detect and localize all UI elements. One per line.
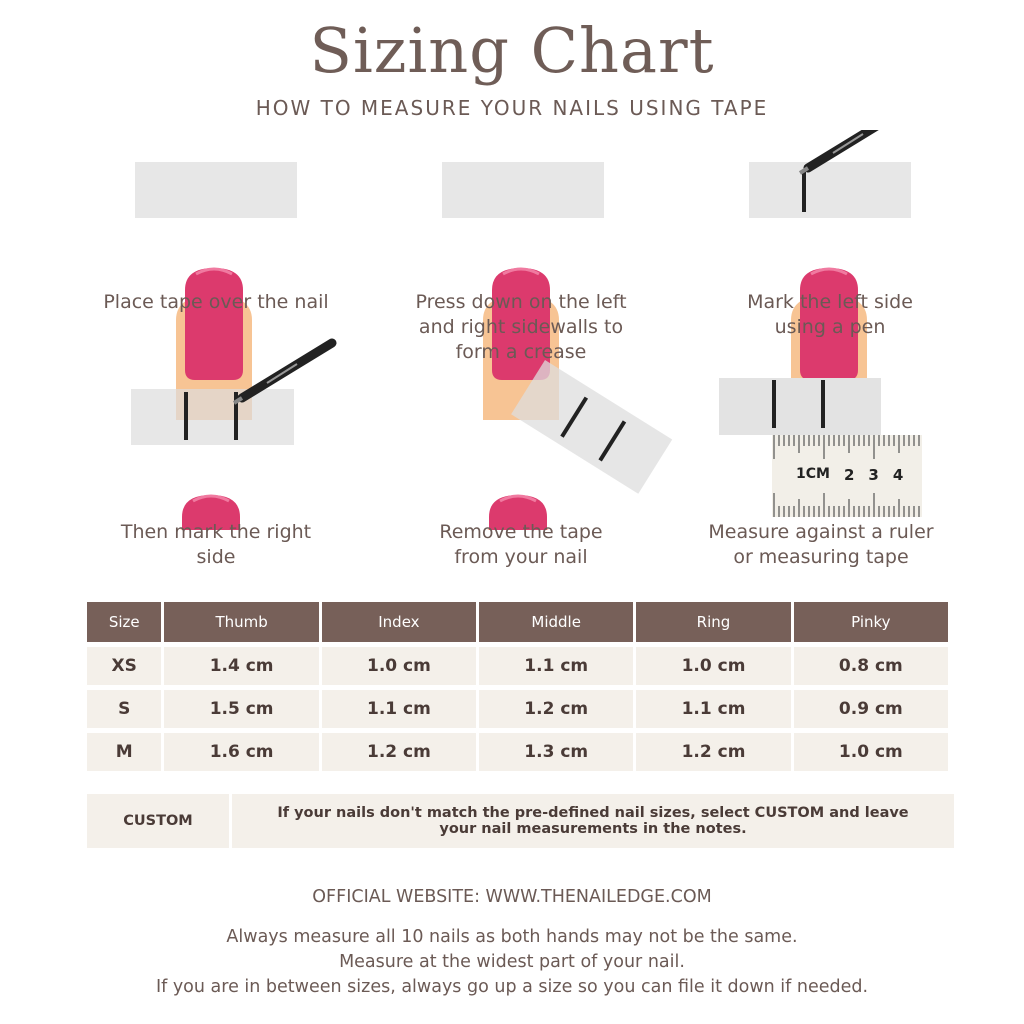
- ruler-label: 3: [868, 466, 879, 484]
- size-cell: 1.3 cm: [479, 733, 634, 771]
- page-subtitle: HOW TO MEASURE YOUR NAILS USING TAPE: [255, 96, 769, 120]
- note-1: Always measure all 10 nails as both hand…: [226, 927, 798, 947]
- header-middle: Middle: [479, 602, 634, 642]
- size-label: XS: [87, 647, 162, 685]
- table-row: S 1.5 cm 1.1 cm 1.2 cm 1.1 cm 0.9 cm: [87, 690, 948, 728]
- note-3: If you are in between sizes, always go u…: [155, 977, 869, 997]
- size-cell: 0.9 cm: [793, 690, 948, 728]
- ruler-label: 4: [892, 466, 904, 484]
- table-header-row: Size Thumb Index Middle Ring Pinky: [87, 602, 948, 642]
- header-thumb: Thumb: [164, 602, 319, 642]
- size-cell: 1.1 cm: [479, 647, 634, 685]
- header-index: Index: [321, 602, 477, 642]
- size-cell: 1.2 cm: [479, 690, 634, 728]
- custom-row: CUSTOM If your nails don't match the pre…: [87, 794, 954, 848]
- size-cell: 1.0 cm: [321, 647, 477, 685]
- page-title: Sizing Chart: [309, 14, 715, 87]
- step-4-text: Then mark the right side: [120, 521, 312, 568]
- size-cell: 1.1 cm: [636, 690, 791, 728]
- size-label: M: [87, 733, 162, 771]
- size-cell: 1.1 cm: [321, 690, 477, 728]
- ruler-label: 2: [843, 466, 855, 484]
- note-2: Measure at the widest part of your nail.: [339, 952, 685, 972]
- size-cell: 1.4 cm: [164, 647, 319, 685]
- step-3-text: Mark the left side using a pen: [747, 291, 913, 338]
- size-cell: 1.6 cm: [164, 733, 319, 771]
- ruler-label: 1CM: [796, 466, 830, 482]
- header-ring: Ring: [636, 602, 791, 642]
- step-2-text: Press down on the left and right sidewal…: [415, 291, 627, 363]
- size-cell: 1.2 cm: [321, 733, 477, 771]
- header-size: Size: [87, 602, 162, 642]
- size-cell: 1.5 cm: [164, 690, 319, 728]
- ruler-illustration: [719, 378, 922, 517]
- step5-illustration: [478, 360, 673, 530]
- size-cell: 1.2 cm: [636, 733, 791, 771]
- step2-illustration: [442, 162, 604, 422]
- custom-label: CUSTOM: [87, 794, 229, 848]
- size-cell: 1.0 cm: [793, 733, 948, 771]
- header-pinky: Pinky: [793, 602, 948, 642]
- table-row: M 1.6 cm 1.2 cm 1.3 cm 1.2 cm 1.0 cm: [87, 733, 948, 771]
- step3-illustration: [749, 130, 911, 422]
- custom-text: If your nails don't match the pre-define…: [232, 794, 954, 848]
- steps-illustration: [131, 130, 922, 530]
- step-6-text: Measure against a ruler or measuring tap…: [708, 521, 934, 568]
- step-5-text: Remove the tape from your nail: [439, 521, 603, 568]
- size-label: S: [87, 690, 162, 728]
- step1-illustration: [135, 162, 297, 422]
- size-cell: 1.0 cm: [636, 647, 791, 685]
- size-cell: 0.8 cm: [793, 647, 948, 685]
- step4-illustration: [131, 343, 332, 530]
- website: OFFICIAL WEBSITE: WWW.THENAILEDGE.COM: [312, 887, 712, 907]
- step-1-text: Place tape over the nail: [103, 291, 329, 313]
- size-table: Size Thumb Index Middle Ring Pinky XS 1.4…: [84, 597, 951, 776]
- ruler-labels: 1CM 2 3 4: [796, 466, 916, 484]
- table-row: XS 1.4 cm 1.0 cm 1.1 cm 1.0 cm 0.8 cm: [87, 647, 948, 685]
